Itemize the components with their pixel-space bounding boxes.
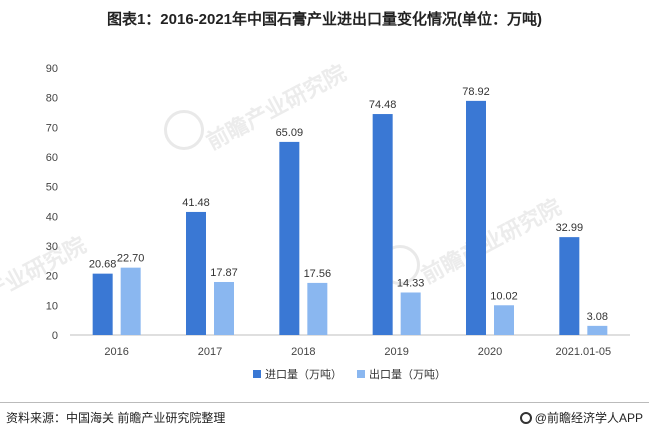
footer-divider — [0, 402, 649, 403]
data-label: 10.02 — [490, 290, 518, 302]
export-bar — [400, 292, 421, 335]
data-label: 22.70 — [117, 253, 145, 265]
legend-label: 进口量（万吨） — [265, 368, 342, 381]
x-tick-label: 2019 — [384, 346, 408, 358]
y-tick-label: 10 — [46, 300, 58, 312]
data-label: 3.08 — [587, 311, 608, 323]
data-label: 74.48 — [369, 99, 397, 111]
y-tick-label: 20 — [46, 271, 58, 283]
legend-swatch — [253, 370, 261, 378]
import-bar — [372, 114, 393, 335]
y-tick-label: 60 — [46, 152, 58, 164]
export-bar — [120, 267, 141, 335]
export-bar — [307, 282, 328, 335]
y-tick-label: 30 — [46, 241, 58, 253]
data-label: 17.87 — [210, 267, 238, 279]
import-bar — [92, 273, 113, 335]
y-tick-label: 0 — [52, 330, 58, 342]
data-label: 78.92 — [462, 86, 490, 98]
data-label: 20.68 — [89, 259, 117, 271]
x-tick-label: 2018 — [291, 346, 315, 358]
import-bar — [279, 141, 300, 335]
import-bar — [186, 211, 206, 335]
bar-chart: 0 10 20 30 40 50 60 70 80 90 2016 20.68 22.70 2017 41.… — [46, 63, 630, 381]
legend-label: 出口量（万吨） — [369, 367, 446, 381]
y-tick-label: 90 — [46, 63, 58, 75]
watermark-logo-icon — [164, 110, 204, 150]
y-tick-label: 80 — [46, 93, 58, 105]
import-bar — [466, 100, 486, 335]
brand-label: @前瞻经济学人APP — [534, 411, 643, 425]
import-bar — [559, 237, 580, 335]
chart-title: 图表1：2016-2021年中国石膏产业进出口量变化情况(单位：万吨) — [106, 11, 543, 28]
y-tick-label: 50 — [46, 182, 58, 194]
legend-swatch — [357, 370, 365, 378]
brand-logo-icon — [519, 411, 532, 424]
export-bar — [587, 325, 608, 335]
source-note: 资料来源：中国海关 前瞻产业研究院整理 — [6, 411, 226, 425]
data-label: 17.56 — [304, 268, 332, 280]
data-label: 14.33 — [397, 277, 425, 289]
y-tick-label: 70 — [46, 122, 58, 134]
export-bar — [494, 305, 514, 335]
y-tick-label: 40 — [46, 211, 58, 223]
data-label: 41.48 — [182, 197, 210, 209]
x-tick-label: 2020 — [478, 346, 502, 358]
x-tick-label: 2016 — [104, 346, 128, 358]
brand-credit: @前瞻经济学人APP — [519, 409, 643, 426]
data-label: 65.09 — [276, 127, 304, 139]
data-label: 32.99 — [556, 222, 584, 234]
export-bar — [214, 281, 234, 335]
x-tick-label: 2021.01-05 — [555, 346, 611, 358]
x-tick-label: 2017 — [198, 346, 222, 358]
